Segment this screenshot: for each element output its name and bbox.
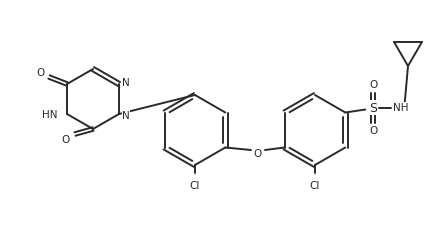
Text: Cl: Cl [190, 180, 200, 190]
Text: N: N [122, 78, 130, 88]
Text: Cl: Cl [310, 180, 320, 190]
Text: O: O [62, 134, 70, 144]
Text: O: O [254, 148, 262, 158]
Text: NH: NH [392, 103, 408, 113]
Text: O: O [36, 68, 44, 78]
Text: O: O [369, 126, 377, 136]
Text: O: O [369, 80, 377, 90]
Text: S: S [369, 101, 377, 115]
Text: N: N [122, 110, 130, 120]
Text: HN: HN [42, 110, 57, 119]
